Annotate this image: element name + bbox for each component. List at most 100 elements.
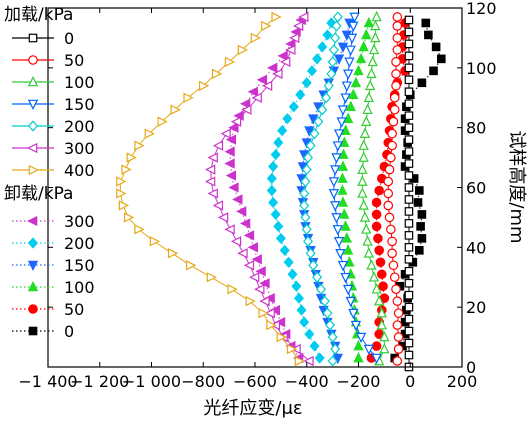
loading-point [328,177,340,188]
loading-point [149,236,161,247]
loading-point [404,111,414,121]
loading-point [404,75,414,85]
loading-point [344,57,355,68]
loading-point [212,200,224,211]
loading-point [271,11,282,23]
x-tick-label: −400 [285,372,329,391]
legend-marker-unloading-300 [26,215,38,227]
loading-point [355,332,367,344]
y-tick-label: 0 [466,358,476,377]
loading-point [357,163,368,174]
loading-point [393,308,404,318]
legend-label-loading-200: 200 [64,117,95,136]
loading-series-400 [116,11,306,367]
loading-point [404,266,414,276]
loading-point [183,92,194,103]
loading-point [357,187,368,198]
y-axis-label: 试样高度/mm [506,130,527,243]
loading-point [186,260,197,271]
loading-point [391,57,401,67]
loading-point [264,307,275,319]
loading-point [371,10,382,22]
unloading-point [255,266,266,277]
loading-point [386,152,396,163]
loading-point [348,21,359,32]
loading-point [384,164,395,175]
y-tick-label: 80 [466,119,486,138]
unloading-point [378,281,388,292]
loading-point [294,355,306,367]
unloading-point [296,304,307,316]
loading-point [366,259,377,270]
loading-point [389,104,400,115]
loading-point [123,212,135,223]
legend-marker-loading-100 [27,75,39,87]
unloading-point [293,292,304,304]
legend-marker-loading-150 [27,99,39,111]
loading-point [300,175,311,188]
loading-point [383,200,394,211]
loading-point [342,284,354,296]
loading-point [349,12,360,24]
loading-point [224,56,236,68]
loading-point [404,278,414,288]
plot-area [116,10,446,372]
loading-point [404,255,414,264]
y-tick-label: 20 [466,298,486,317]
unloading-point [273,220,284,232]
loading-point [379,343,390,354]
loading-point [254,284,265,295]
loading-point [374,295,385,306]
loading-point [341,81,353,92]
loading-point [167,248,179,259]
loading-point [248,272,260,283]
unloading-point [273,137,284,149]
loading-series-150 [328,12,382,365]
unloading-point [374,245,384,256]
loading-point [391,69,401,79]
unloading-point [228,182,239,193]
loading-point [387,248,397,259]
loading-point [404,219,414,228]
loading-point [315,283,326,295]
unloading-point [304,126,315,137]
loading-point [370,19,381,31]
unloading-point [341,232,353,243]
loading-point [359,211,371,222]
unloading-point [363,16,375,28]
legend-label-loading-50: 50 [64,51,84,70]
y-tick-label: 120 [466,0,497,18]
loading-point [362,103,373,115]
loading-point [392,320,403,330]
unloading-point [282,113,293,125]
loading-point [116,176,127,187]
unloading-point [277,50,288,62]
unloading-point [288,101,299,113]
unloading-point [429,66,438,76]
unloading-point [342,244,354,255]
loading-point [332,225,343,236]
loading-point [333,129,345,140]
x-tick-label: 0 [405,372,415,391]
unloading-point [232,194,243,205]
loading-point [305,247,316,259]
loading-series-200 [299,11,343,367]
loading-point [388,116,399,127]
unloading-point [348,88,359,100]
loading-point [404,63,414,73]
unloading-point [291,280,302,292]
unloading-point [415,186,424,195]
loading-point [322,307,333,319]
loading-point [371,353,382,365]
loading-point [404,314,414,324]
unloading-point [413,198,423,207]
loading-point [330,343,341,355]
unloading-series-200 [266,17,337,364]
loading-point [359,127,371,138]
legend-label-unloading-200: 200 [64,234,95,253]
unloading-point [371,341,382,351]
loading-series-50 [383,12,404,366]
unloading-point [277,125,288,137]
unloading-point [417,210,427,219]
legend-marker-unloading-150 [27,260,39,272]
